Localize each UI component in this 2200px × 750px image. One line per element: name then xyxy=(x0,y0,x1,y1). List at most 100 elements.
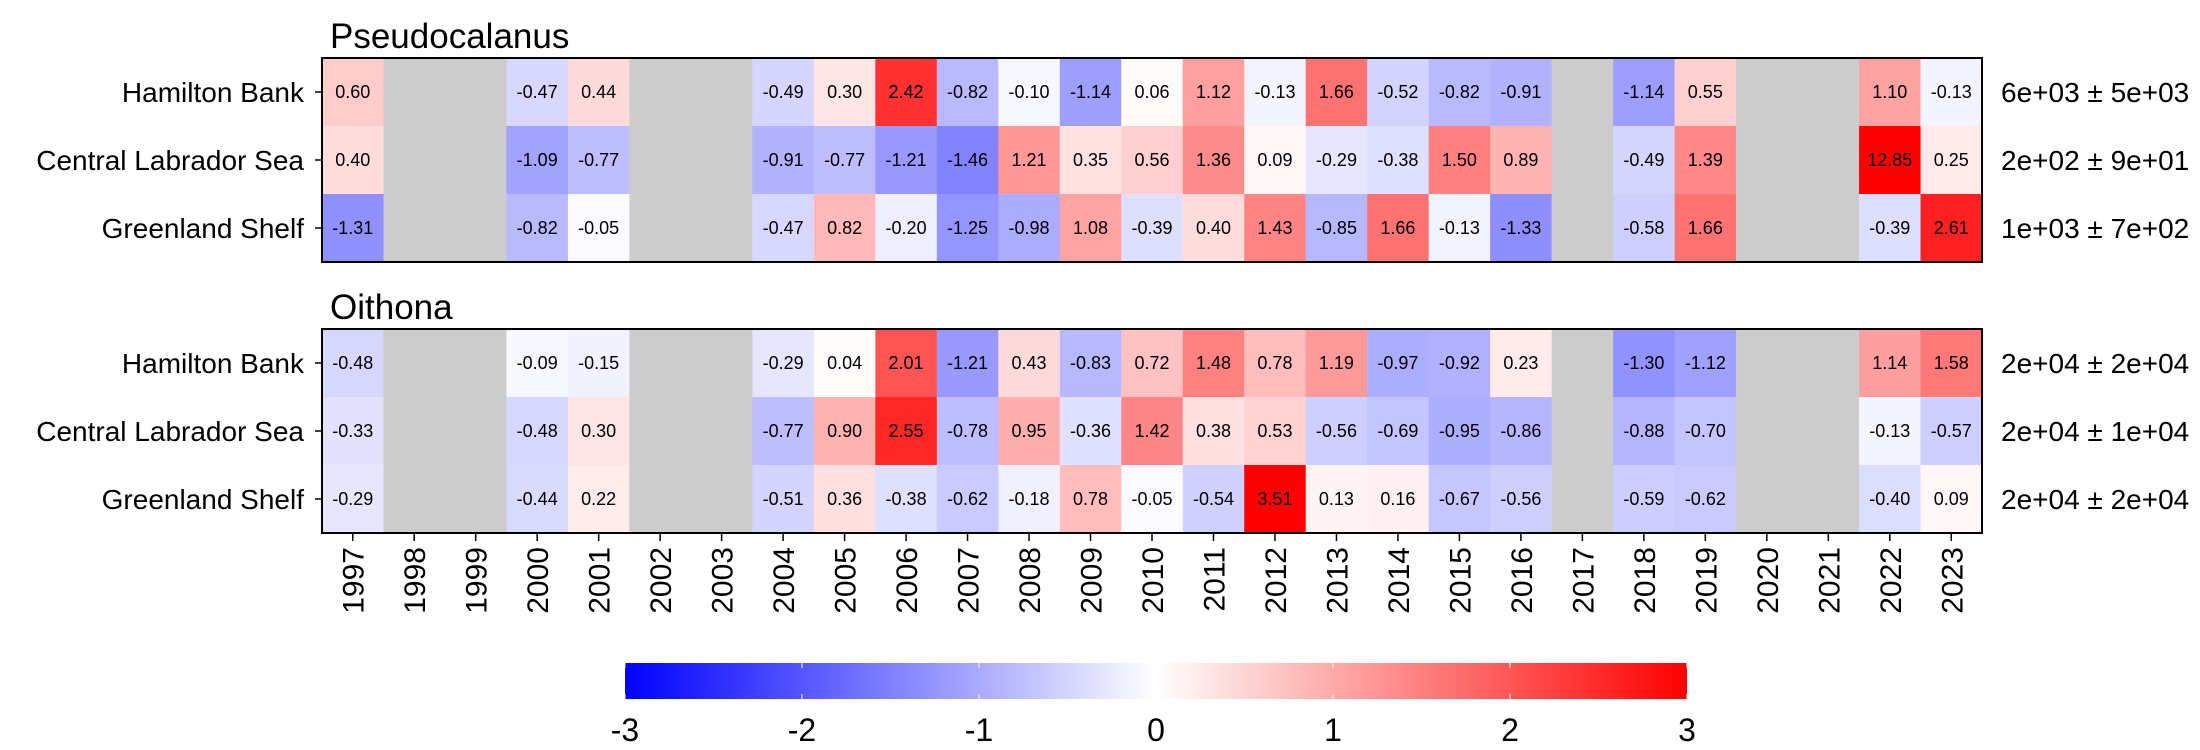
heatmap-cell xyxy=(1613,465,1676,533)
heatmap-cell xyxy=(752,465,815,533)
cell-value-label: -0.05 xyxy=(1131,489,1172,509)
year-label: 2000 xyxy=(522,547,555,614)
heatmap-cell xyxy=(998,397,1061,465)
cell-value-label: 1.12 xyxy=(1196,82,1231,102)
heatmap-cell xyxy=(813,58,876,126)
cell-value-label: -1.21 xyxy=(947,353,988,373)
panel-0: Pseudocalanus 0.60 -0.47 0.44 -0.49 0.30 2.42 -… xyxy=(36,17,2189,263)
heatmap-cell xyxy=(998,58,1061,126)
heatmap-cell xyxy=(322,397,385,465)
heatmap-cell xyxy=(752,58,815,126)
year-label: 1998 xyxy=(399,547,432,614)
heatmap-cell xyxy=(936,465,999,533)
heatmap-cell xyxy=(998,329,1061,397)
row-stat-label: 6e+03 ± 5e+03 xyxy=(2001,77,2189,108)
heatmap-cell xyxy=(383,58,446,126)
heatmap-cell xyxy=(1797,465,1860,533)
cell-value-label: -0.77 xyxy=(578,150,619,170)
heatmap-cell xyxy=(1920,465,1983,533)
cell-value-label: -0.44 xyxy=(517,489,558,509)
heatmap-cell xyxy=(690,465,753,533)
year-label: 2003 xyxy=(707,547,740,614)
cell-value-label: 2.01 xyxy=(889,353,924,373)
heatmap-cell xyxy=(1736,58,1799,126)
heatmap-cell xyxy=(752,194,815,262)
heatmap-cell xyxy=(1244,194,1307,262)
cell-value-label: 1.43 xyxy=(1257,218,1292,238)
cell-value-label: 0.16 xyxy=(1380,489,1415,509)
heatmap-cell xyxy=(506,397,569,465)
heatmap-cell xyxy=(813,194,876,262)
cell-value-label: -1.30 xyxy=(1623,353,1664,373)
cell-value-label: -0.38 xyxy=(1377,150,1418,170)
cell-value-label: -0.13 xyxy=(1439,218,1480,238)
cell-value-label: 1.39 xyxy=(1688,150,1723,170)
year-label: 2018 xyxy=(1629,547,1662,614)
year-label: 2016 xyxy=(1506,547,1539,614)
heatmap-cell xyxy=(1121,329,1184,397)
heatmap-cell xyxy=(813,329,876,397)
cell-value-label: -0.62 xyxy=(1685,489,1726,509)
cell-value-label: -0.40 xyxy=(1869,489,1910,509)
heatmap-cell xyxy=(1674,329,1737,397)
heatmap-cell xyxy=(813,465,876,533)
heatmap-cell xyxy=(444,194,508,262)
heatmap-cell xyxy=(1797,194,1860,262)
heatmap-cell xyxy=(1859,126,1922,194)
cell-value-label: 0.60 xyxy=(335,82,370,102)
heatmap-cell xyxy=(1613,397,1676,465)
heatmap-cell xyxy=(1428,194,1491,262)
year-label: 2020 xyxy=(1752,547,1785,614)
heatmap-cell xyxy=(1736,194,1799,262)
cell-value-label: -0.86 xyxy=(1500,421,1541,441)
heatmap-cell xyxy=(629,397,692,465)
cell-value-label: 0.09 xyxy=(1257,150,1292,170)
cell-value-label: -0.82 xyxy=(1439,82,1480,102)
heatmap-cell xyxy=(1121,194,1184,262)
heatmap-cell xyxy=(875,126,938,194)
cell-value-label: -0.48 xyxy=(332,353,373,373)
cell-value-label: -0.59 xyxy=(1623,489,1664,509)
heatmap-cell xyxy=(875,194,938,262)
cell-value-label: 0.04 xyxy=(827,353,862,373)
heatmap-cell xyxy=(567,465,631,533)
heatmap-cell xyxy=(813,126,876,194)
cell-value-label: 0.30 xyxy=(581,421,616,441)
cell-value-label: -1.46 xyxy=(947,150,988,170)
heatmap-cell xyxy=(1182,58,1245,126)
cell-value-label: 3.51 xyxy=(1257,489,1292,509)
cell-value-label: -0.82 xyxy=(947,82,988,102)
cell-value-label: -0.29 xyxy=(763,353,804,373)
heatmap-cell xyxy=(629,194,692,262)
colorbar-tick-label: -2 xyxy=(788,712,816,748)
heatmap-cell xyxy=(1551,58,1614,126)
heatmap-cell xyxy=(1059,58,1122,126)
heatmap-cell xyxy=(998,194,1061,262)
panel-title: Oithona xyxy=(330,288,453,327)
heatmap-cell xyxy=(567,194,631,262)
year-label: 2017 xyxy=(1567,547,1600,614)
heatmap-cell xyxy=(1674,465,1737,533)
cell-value-label: -0.77 xyxy=(824,150,865,170)
heatmap-cell xyxy=(1367,194,1430,262)
cell-value-label: -0.95 xyxy=(1439,421,1480,441)
heatmap-cell xyxy=(1613,126,1676,194)
cell-value-label: 0.43 xyxy=(1012,353,1047,373)
heatmap-cell xyxy=(444,329,508,397)
cell-value-label: -0.91 xyxy=(1500,82,1541,102)
heatmap-cell xyxy=(629,329,692,397)
cell-value-label: 1.50 xyxy=(1442,150,1477,170)
row-label: Hamilton Bank xyxy=(122,77,305,108)
cell-value-label: 1.66 xyxy=(1688,218,1723,238)
heatmap-cell xyxy=(1920,329,1983,397)
heatmap-cell xyxy=(1367,58,1430,126)
heatmap-cell xyxy=(322,329,385,397)
row-label: Hamilton Bank xyxy=(122,348,305,379)
year-label: 2022 xyxy=(1875,547,1908,614)
heatmap-cell xyxy=(690,329,753,397)
row-label: Central Labrador Sea xyxy=(36,145,304,176)
panel-1: Oithona -0.48 -0.09 -0.15 -0.29 0.04 2.01 -1.21… xyxy=(36,288,2189,534)
heatmap-cell xyxy=(322,58,385,126)
heatmap-cell xyxy=(567,397,631,465)
cell-value-label: 0.38 xyxy=(1196,421,1231,441)
